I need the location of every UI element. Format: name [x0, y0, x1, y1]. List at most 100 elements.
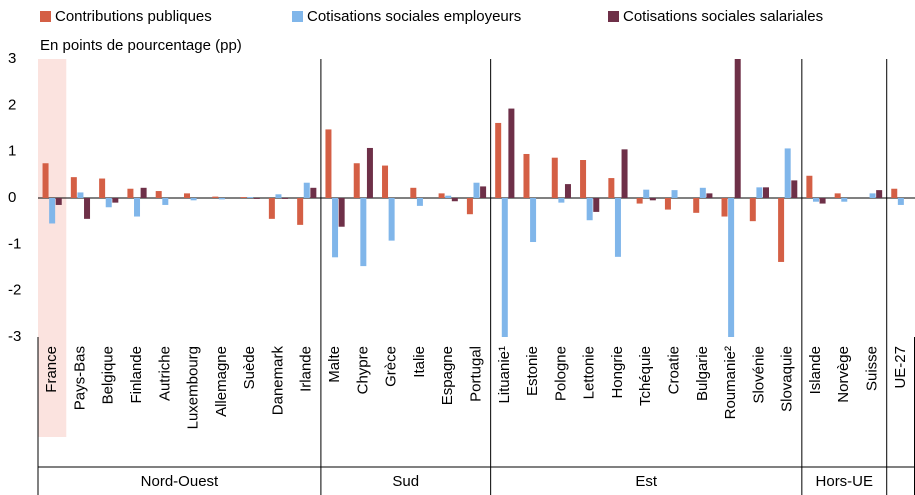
bar — [558, 198, 565, 203]
x-tick-label: Roumanie² — [722, 346, 739, 419]
bar — [218, 198, 225, 200]
bar — [586, 198, 593, 221]
bar — [728, 198, 735, 337]
bar — [325, 129, 332, 198]
x-tick-label: Finlande — [128, 346, 145, 404]
x-tick-label: Espagne — [439, 346, 456, 405]
bar — [84, 198, 91, 219]
legend-swatch — [608, 11, 619, 22]
bar — [763, 187, 770, 198]
group-label: Nord-Ouest — [141, 473, 219, 490]
bar — [530, 198, 537, 243]
y-tick-label: -2 — [8, 282, 21, 299]
bar — [806, 175, 813, 198]
bar — [70, 177, 77, 198]
bar — [310, 187, 317, 198]
bar — [112, 198, 119, 203]
bar — [183, 193, 190, 198]
bar — [466, 198, 473, 215]
x-tick-label: France — [43, 346, 60, 393]
bar — [897, 198, 904, 205]
bar — [819, 198, 826, 204]
bar — [155, 191, 162, 198]
x-tick-label: UE-27 — [892, 346, 909, 389]
bar — [134, 198, 141, 217]
bar — [382, 165, 389, 198]
bar — [332, 198, 339, 258]
x-tick-label: Allemagne — [213, 346, 230, 417]
group-label: Hors-UE — [816, 473, 874, 490]
y-tick-label: 1 — [8, 143, 16, 160]
bar — [240, 197, 247, 198]
bar — [140, 187, 147, 198]
bar — [580, 160, 587, 198]
bar — [212, 196, 219, 198]
bar — [551, 157, 558, 198]
bar — [876, 190, 883, 198]
bar — [297, 198, 304, 225]
x-tick-label: Irlande — [298, 346, 315, 392]
bar — [778, 198, 785, 262]
y-tick-label: 3 — [8, 50, 16, 67]
y-tick-label: 2 — [8, 96, 16, 113]
bar — [706, 193, 713, 198]
bar — [523, 153, 530, 198]
bar — [416, 198, 423, 206]
y-tick-label: 0 — [8, 189, 16, 206]
legend-swatch — [40, 11, 51, 22]
x-tick-label: Slovaquie — [779, 346, 796, 412]
bar — [508, 108, 515, 198]
x-tick-label: Portugal — [467, 346, 484, 402]
bar — [636, 198, 643, 204]
group-label: Est — [635, 473, 658, 490]
bar — [190, 198, 197, 201]
x-tick-label: Norvège — [835, 346, 852, 403]
bar — [869, 193, 876, 198]
bar — [834, 193, 841, 198]
x-tick-label: Luxembourg — [185, 346, 202, 429]
x-tick-label: Lituanie¹ — [496, 346, 513, 404]
bar — [734, 59, 741, 198]
bar — [608, 178, 615, 198]
legend-label: Contributions publiques — [55, 8, 212, 25]
bar — [162, 198, 169, 205]
bar — [127, 188, 134, 198]
bar — [268, 198, 275, 219]
bar — [841, 198, 848, 202]
bar — [338, 198, 345, 227]
bar — [756, 187, 763, 198]
x-tick-label: Chypre — [354, 346, 371, 394]
bar — [643, 189, 650, 198]
bar — [812, 198, 819, 202]
x-tick-label: Autriche — [156, 346, 173, 401]
x-tick-label: Belgique — [100, 346, 117, 404]
bar — [891, 188, 898, 198]
bar — [388, 198, 395, 241]
bar — [593, 198, 600, 212]
x-tick-label: Tchéquie — [637, 346, 654, 406]
bar — [253, 198, 260, 199]
x-tick-label: Slovénie — [750, 346, 767, 404]
bar — [360, 198, 367, 267]
bar — [445, 195, 452, 198]
legend-swatch — [292, 11, 303, 22]
bar — [501, 198, 508, 337]
chart-subtitle: En points de pourcentage (pp) — [40, 37, 242, 54]
bar — [451, 198, 458, 202]
highlight-band — [38, 59, 67, 437]
bar — [366, 147, 373, 198]
x-tick-label: Hongrie — [609, 346, 626, 399]
bar — [353, 163, 360, 198]
x-tick-label: Lettonie — [581, 346, 598, 399]
bar — [791, 180, 798, 198]
bar — [699, 187, 706, 198]
bar — [282, 198, 289, 199]
bar — [99, 178, 106, 198]
bar — [649, 198, 656, 201]
x-tick-label: Bulgarie — [694, 346, 711, 401]
bar — [621, 149, 628, 198]
legend-label: Cotisations sociales employeurs — [307, 8, 521, 25]
x-tick-label: Estonie — [524, 346, 541, 396]
